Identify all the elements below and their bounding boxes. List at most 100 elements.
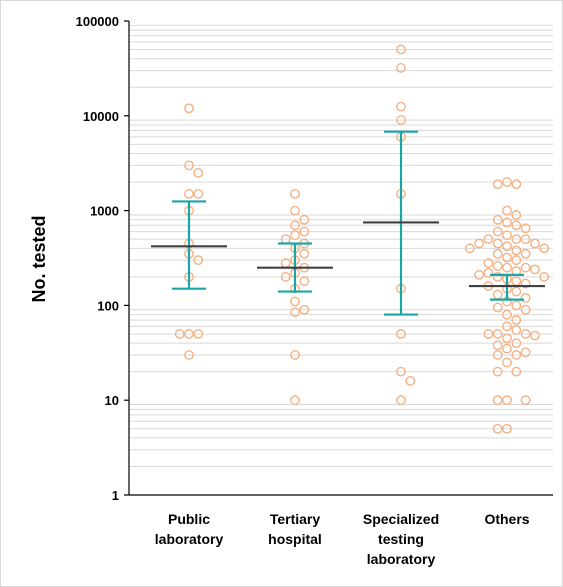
y-tick-labels: 1 10 100 1000 10000 100000 bbox=[76, 14, 119, 503]
data-point bbox=[492, 226, 503, 237]
data-point bbox=[530, 264, 540, 275]
data-point bbox=[511, 325, 522, 335]
data-point bbox=[530, 238, 540, 249]
data-point bbox=[511, 255, 522, 266]
data-point bbox=[511, 220, 522, 231]
data-point bbox=[290, 350, 300, 360]
data-point bbox=[502, 177, 512, 187]
y-tick-label: 10 bbox=[105, 393, 119, 408]
category-label-line: testing bbox=[378, 531, 424, 547]
data-point bbox=[299, 248, 310, 259]
data-point bbox=[193, 167, 204, 178]
data-point bbox=[184, 160, 194, 171]
data-point bbox=[492, 350, 503, 360]
data-point bbox=[193, 329, 204, 339]
grid-lines bbox=[129, 24, 553, 467]
data-point bbox=[396, 366, 406, 377]
data-point bbox=[511, 300, 522, 311]
data-point bbox=[492, 340, 503, 351]
data-point bbox=[492, 289, 503, 300]
data-point bbox=[502, 395, 512, 406]
data-point bbox=[174, 329, 185, 339]
data-point bbox=[193, 255, 204, 266]
data-point bbox=[474, 238, 484, 249]
data-point bbox=[299, 214, 310, 225]
y-axis-label: No. tested bbox=[29, 215, 49, 302]
data-point bbox=[520, 278, 531, 289]
data-point bbox=[464, 243, 475, 254]
data-point bbox=[290, 205, 300, 216]
data-point bbox=[502, 241, 512, 252]
data-point bbox=[502, 357, 512, 368]
category-label-line: Public bbox=[168, 511, 210, 527]
data-point bbox=[290, 230, 300, 241]
data-point bbox=[502, 262, 512, 273]
data-point bbox=[492, 395, 503, 406]
data-point bbox=[483, 268, 494, 278]
data-point bbox=[502, 321, 512, 332]
data-point bbox=[502, 230, 512, 241]
y-tick-label: 100000 bbox=[76, 14, 119, 29]
data-point bbox=[511, 350, 522, 360]
data-point bbox=[492, 302, 503, 313]
y-tick-label: 100 bbox=[97, 298, 119, 313]
data-point bbox=[193, 189, 204, 199]
data-point bbox=[502, 217, 512, 228]
data-point bbox=[520, 304, 531, 315]
data-point bbox=[520, 223, 531, 234]
data-point bbox=[502, 252, 512, 263]
data-point bbox=[502, 333, 512, 344]
data-point bbox=[483, 234, 494, 245]
data-point bbox=[396, 44, 406, 55]
category-label-line: laboratory bbox=[367, 551, 436, 567]
data-point bbox=[290, 307, 300, 317]
data-point bbox=[520, 262, 531, 273]
category-label-line: laboratory bbox=[155, 531, 224, 547]
axes bbox=[124, 20, 553, 496]
data-point bbox=[520, 234, 531, 245]
data-point bbox=[530, 330, 540, 341]
data-point bbox=[539, 271, 550, 282]
data-point bbox=[492, 214, 503, 225]
data-points bbox=[174, 44, 550, 434]
data-point bbox=[483, 329, 494, 339]
data-point bbox=[511, 179, 522, 190]
data-point bbox=[396, 63, 406, 73]
data-point bbox=[511, 338, 522, 349]
data-point bbox=[492, 329, 503, 339]
data-point bbox=[520, 248, 531, 259]
category-label: Specialized testing laboratory bbox=[363, 511, 439, 567]
data-point bbox=[520, 395, 531, 406]
data-point bbox=[492, 248, 503, 259]
data-point bbox=[299, 276, 310, 287]
data-point bbox=[511, 210, 522, 220]
category-labels: Public laboratory Tertiary hospital Speciali… bbox=[155, 511, 530, 567]
data-point bbox=[184, 103, 194, 114]
data-point bbox=[492, 261, 503, 271]
data-point bbox=[511, 276, 522, 287]
data-point bbox=[511, 366, 522, 377]
data-point bbox=[502, 309, 512, 320]
data-point bbox=[184, 329, 194, 339]
data-point bbox=[520, 329, 531, 339]
data-point bbox=[290, 296, 300, 307]
y-tick-label: 10000 bbox=[83, 109, 119, 124]
category-label: Tertiary hospital bbox=[268, 511, 322, 547]
data-point bbox=[492, 238, 503, 249]
data-point bbox=[396, 101, 406, 112]
data-point bbox=[511, 315, 522, 325]
data-point bbox=[511, 286, 522, 297]
data-point bbox=[299, 226, 310, 237]
data-point bbox=[502, 343, 512, 354]
data-point bbox=[280, 271, 291, 282]
data-point bbox=[299, 304, 310, 315]
data-point bbox=[520, 292, 531, 303]
category-label-line: Specialized bbox=[363, 511, 439, 527]
data-point bbox=[184, 350, 194, 360]
data-point bbox=[502, 423, 512, 434]
data-point bbox=[396, 329, 406, 339]
error-bars bbox=[151, 130, 545, 316]
category-label-line: hospital bbox=[268, 531, 322, 547]
